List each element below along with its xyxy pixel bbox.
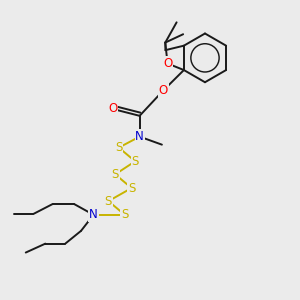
Text: S: S xyxy=(115,141,122,154)
Text: S: S xyxy=(121,208,128,221)
Text: S: S xyxy=(128,182,135,194)
Text: O: O xyxy=(159,84,168,97)
Text: O: O xyxy=(108,103,118,116)
Text: N: N xyxy=(89,208,98,221)
Text: S: S xyxy=(131,155,139,168)
Text: S: S xyxy=(105,195,112,208)
Text: S: S xyxy=(112,168,119,181)
Text: N: N xyxy=(135,130,144,143)
Text: O: O xyxy=(163,57,172,70)
